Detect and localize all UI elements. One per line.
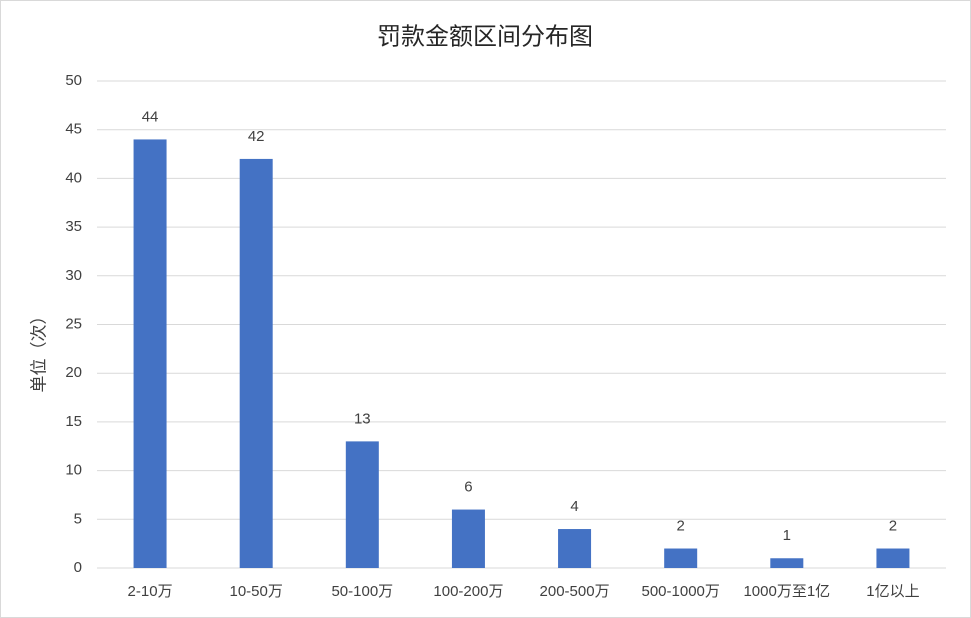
x-tick-label: 100-200万 (433, 583, 503, 600)
y-tick-label: 5 (74, 510, 82, 527)
y-tick-label: 0 (74, 559, 82, 576)
data-label: 6 (464, 479, 472, 496)
data-label: 44 (142, 108, 159, 125)
y-tick-label: 45 (65, 121, 82, 138)
y-tick-label: 10 (65, 462, 82, 479)
bar (133, 139, 167, 568)
x-tick-label: 2-10万 (128, 583, 173, 600)
y-tick-label: 30 (65, 267, 82, 284)
bar (664, 548, 698, 568)
x-tick-label: 1000万至1亿 (743, 583, 830, 600)
bar (451, 509, 485, 568)
bar (558, 529, 592, 568)
y-tick-label: 20 (65, 364, 82, 381)
bar (876, 548, 910, 568)
data-label: 42 (248, 128, 265, 145)
y-tick-label: 50 (65, 72, 82, 89)
data-label: 1 (783, 527, 791, 544)
y-tick-label: 35 (65, 218, 82, 235)
y-tick-label: 40 (65, 169, 82, 186)
x-tick-label: 10-50万 (230, 583, 283, 600)
y-tick-label: 15 (65, 413, 82, 430)
x-tick-label: 1亿以上 (866, 583, 919, 600)
x-tick-label: 50-100万 (331, 583, 393, 600)
data-label: 4 (570, 498, 578, 515)
y-tick-label: 25 (65, 315, 82, 332)
chart-title: 罚款金额区间分布图 (377, 23, 593, 50)
bar (770, 558, 804, 568)
x-tick-label: 200-500万 (540, 583, 610, 600)
x-tick-label: 500-1000万 (641, 583, 719, 600)
y-axis-label: 单位（次） (29, 308, 48, 393)
data-label: 2 (677, 517, 685, 534)
bar (239, 158, 273, 569)
data-label: 2 (889, 517, 897, 534)
bar (345, 441, 379, 568)
data-label: 13 (354, 410, 371, 427)
